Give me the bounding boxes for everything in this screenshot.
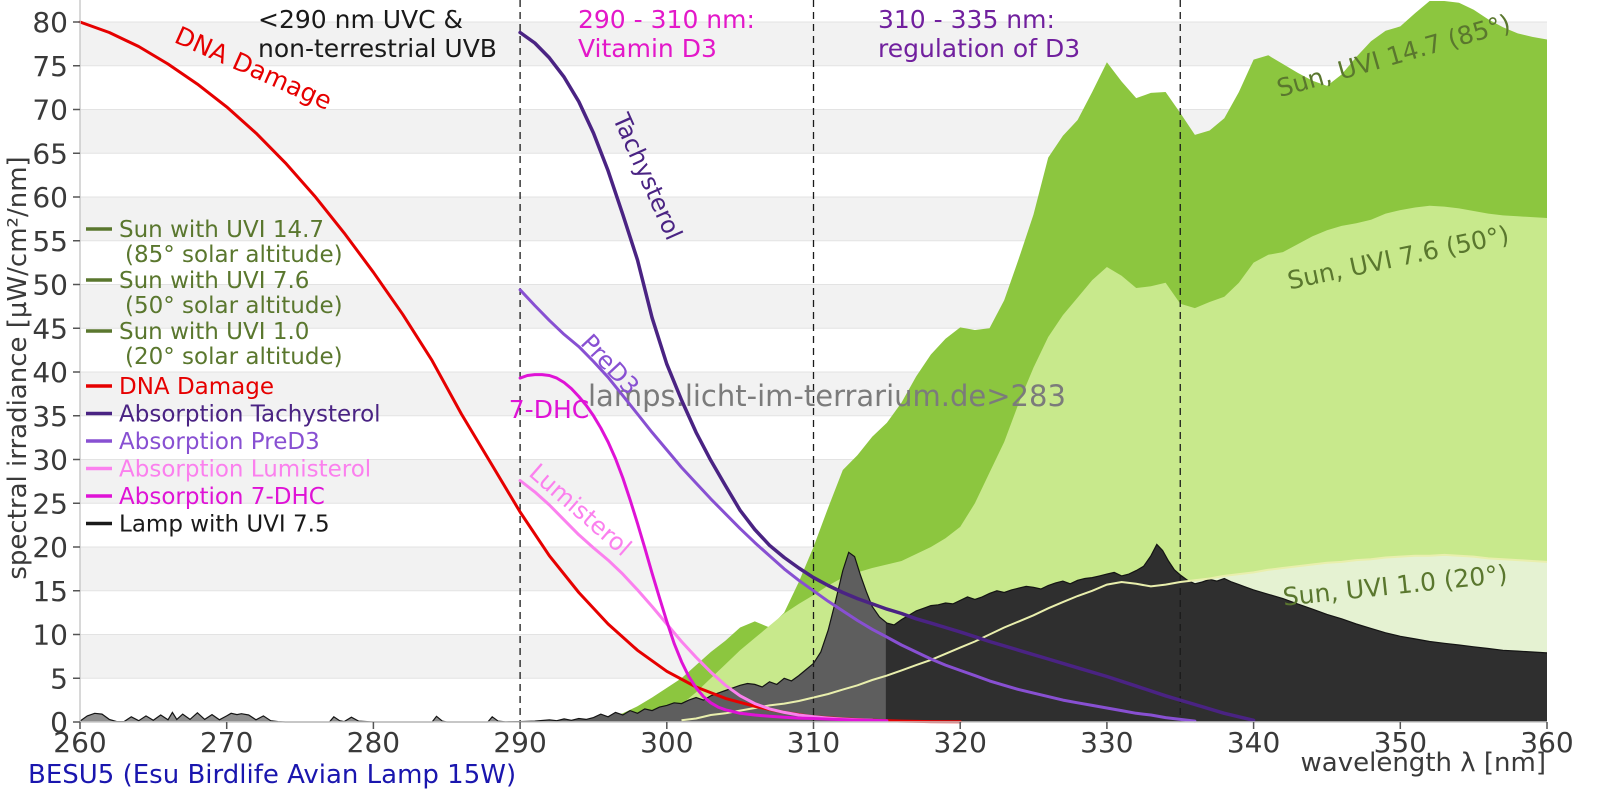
line-series <box>78 20 1548 724</box>
lamp-outline <box>79 543 1548 723</box>
x-tick-label: 350 <box>1374 726 1427 759</box>
annotation-vitd3-line2: Vitamin D3 <box>578 34 717 63</box>
x-tick-label: 280 <box>347 726 400 759</box>
y-tick-label: 35 <box>32 400 68 433</box>
lamp-caption: BESU5 (Esu Birdlife Avian Lamp 15W) <box>28 760 516 790</box>
annotation-regulation-line1: 310 - 335 nm: <box>878 5 1055 34</box>
y-tick-label: 60 <box>32 181 68 214</box>
x-tick-label: 270 <box>200 726 253 759</box>
legend-sublabel: (50° solar altitude) <box>125 293 343 319</box>
y-tick-label: 10 <box>32 619 68 652</box>
y-tick-label: 30 <box>32 444 68 477</box>
annotations: <290 nm UVC & non-terrestrial UVB 290 - … <box>258 5 1080 63</box>
y-tick-label: 75 <box>32 50 68 83</box>
seven-dhc-curve <box>518 373 889 723</box>
area-series <box>79 1 1548 723</box>
annotation-regulation-line2: regulation of D3 <box>878 34 1080 63</box>
x-axis-title: wavelength λ [nm] <box>1301 748 1546 778</box>
seven-dhc-curve-label: 7-DHC <box>509 395 589 424</box>
legend-sublabel: (20° solar altitude) <box>125 344 343 370</box>
legend-label: Sun with UVI 7.6 <box>119 268 309 294</box>
axes: 0 5 10 15 20 25 30 35 40 45 50 55 60 65 70 75 80 260 270 28… <box>32 0 1574 759</box>
x-tick-label: 300 <box>640 726 693 759</box>
x-tick-label: 310 <box>787 726 840 759</box>
y-tick-label: 20 <box>32 531 68 564</box>
y-tick-label: 50 <box>32 269 68 302</box>
watermark: lamps.licht-im-terrarium.de>283 <box>588 379 1066 413</box>
x-tick-label: 320 <box>933 726 986 759</box>
x-tick-label: 360 <box>1520 726 1573 759</box>
legend-sublabel: (85° solar altitude) <box>125 242 343 268</box>
annotation-vitamin-d3: 290 - 310 nm: Vitamin D3 <box>578 5 755 63</box>
annotation-vitd3-line1: 290 - 310 nm: <box>578 5 755 34</box>
y-tick-label: 5 <box>50 662 68 695</box>
x-tick-label: 330 <box>1080 726 1133 759</box>
x-tick-label: 260 <box>53 726 106 759</box>
annotation-regulation: 310 - 335 nm: regulation of D3 <box>878 5 1080 63</box>
y-tick-label: 40 <box>32 356 68 389</box>
y-tick-label: 25 <box>32 487 68 520</box>
y-axis-title: spectral irradiance [µW/cm²/nm] <box>3 156 33 579</box>
lumisterol-curve <box>518 479 874 722</box>
annotation-uvc: <290 nm UVC & non-terrestrial UVB <box>258 5 497 63</box>
y-tick-label: 0 <box>50 706 68 739</box>
legend-label: Sun with UVI 14.7 <box>119 217 324 243</box>
y-tick-label: 80 <box>32 6 68 39</box>
legend-label: Absorption PreD3 <box>119 429 320 455</box>
annotation-uvc-line1: <290 nm UVC & <box>258 5 463 34</box>
pre-d3-curve <box>518 288 1197 723</box>
lamp-area-segment <box>885 544 1547 722</box>
y-tick-label: 55 <box>32 225 68 258</box>
tachysterol-curve <box>518 30 1256 723</box>
legend-label: Sun with UVI 1.0 <box>119 319 309 345</box>
y-tick-label: 15 <box>32 575 68 608</box>
annotation-uvc-line2: non-terrestrial UVB <box>258 34 497 63</box>
legend-label: Absorption Tachysterol <box>119 402 381 428</box>
legend: Sun with UVI 14.7(85° solar altitude)Sun… <box>86 217 381 538</box>
lamp-area-segment <box>519 552 887 722</box>
legend-label: DNA Damage <box>119 374 274 400</box>
y-tick-label: 45 <box>32 312 68 345</box>
legend-label: Absorption Lumisterol <box>119 457 371 483</box>
legend-label: Absorption 7-DHC <box>119 484 325 510</box>
legend-label: Lamp with UVI 7.5 <box>119 512 330 538</box>
sun-uvi-1-0-line <box>681 553 1548 722</box>
y-tick-label: 70 <box>32 94 68 127</box>
y-tick-label: 65 <box>32 137 68 170</box>
x-tick-label: 290 <box>493 726 546 759</box>
x-tick-label: 340 <box>1227 726 1280 759</box>
wavelength-boundary-lines <box>519 0 1181 722</box>
